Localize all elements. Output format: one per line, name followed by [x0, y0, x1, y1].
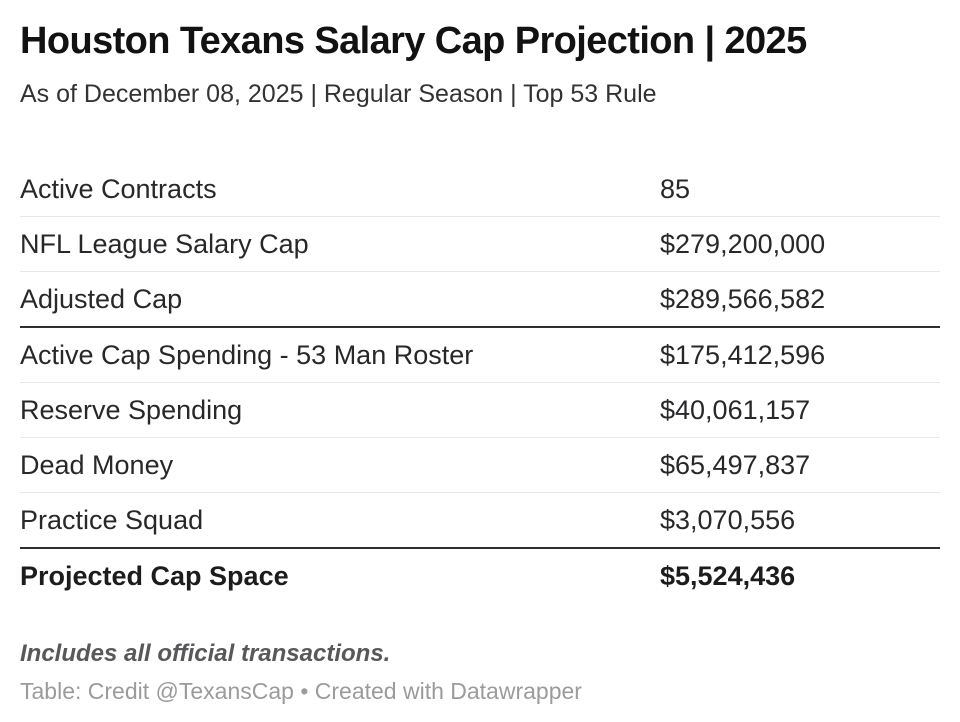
page-subtitle: As of December 08, 2025 | Regular Season… — [20, 80, 657, 108]
table-row-practice-squad: Practice Squad $3,070,556 — [20, 493, 940, 549]
row-label: Active Contracts — [20, 173, 217, 204]
row-value: $279,200,000 — [660, 228, 826, 259]
row-value: $289,566,582 — [660, 283, 826, 314]
row-value: 85 — [660, 173, 691, 204]
row-value: $175,412,596 — [660, 339, 826, 370]
table-row-dead-money: Dead Money $65,497,837 — [20, 438, 940, 493]
table-row-adjusted-cap: Adjusted Cap $289,566,582 — [20, 272, 940, 328]
row-label: Practice Squad — [20, 504, 204, 535]
row-value: $40,061,157 — [660, 394, 811, 425]
row-label: NFL League Salary Cap — [20, 228, 309, 259]
row-value: $5,524,436 — [660, 560, 796, 591]
table-row-reserve-spending: Reserve Spending $40,061,157 — [20, 383, 940, 438]
salary-cap-table: Active Contracts 85 NFL League Salary Ca… — [20, 162, 940, 603]
row-value: $65,497,837 — [660, 449, 811, 480]
row-label: Dead Money — [20, 449, 174, 480]
table-row-league-salary-cap: NFL League Salary Cap $279,200,000 — [20, 217, 940, 272]
row-label: Projected Cap Space — [20, 560, 289, 591]
footnote: Includes all official transactions. — [20, 640, 391, 667]
table-row-active-cap-spending: Active Cap Spending - 53 Man Roster $175… — [20, 328, 940, 383]
table-row-active-contracts: Active Contracts 85 — [20, 162, 940, 217]
page-title: Houston Texans Salary Cap Projection | 2… — [20, 20, 807, 62]
attribution: Table: Credit @TexansCap • Created with … — [20, 678, 582, 704]
row-value: $3,070,556 — [660, 504, 796, 535]
row-label: Adjusted Cap — [20, 283, 183, 314]
table-row-projected-cap-space: Projected Cap Space $5,524,436 — [20, 549, 940, 603]
row-label: Active Cap Spending - 53 Man Roster — [20, 339, 474, 370]
row-label: Reserve Spending — [20, 394, 243, 425]
